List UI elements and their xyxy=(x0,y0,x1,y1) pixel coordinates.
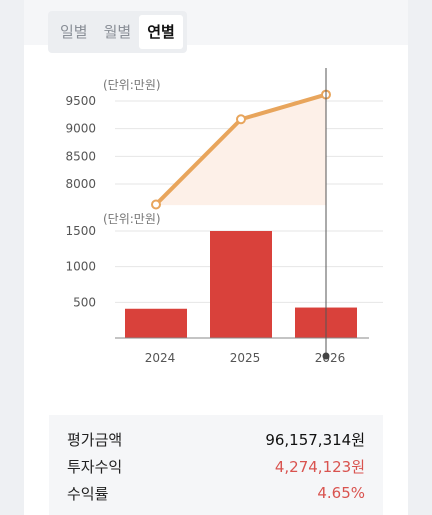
return-rate-label: 수익률 xyxy=(67,484,109,503)
charts-area: (단위:만원) (단위:만원) 8000 8500 9000 9500 500 1000… xyxy=(65,68,383,365)
x-tick-label: 2024 xyxy=(145,351,176,365)
bar-y-tick-label: 1500 xyxy=(65,224,96,238)
bar-2024 xyxy=(125,308,187,338)
bar-unit-label: (단위:만원) xyxy=(103,212,161,226)
bar-y-tick-label: 500 xyxy=(73,295,96,309)
crosshair-dot xyxy=(322,352,330,360)
profit-label: 투자수익 xyxy=(67,457,123,476)
line-point-2024 xyxy=(151,199,161,210)
bar-y-tick-label: 1000 xyxy=(65,260,96,274)
line-y-tick-label: 9000 xyxy=(65,122,96,136)
summary-row-valuation: 평가금액 96,157,314원 xyxy=(67,427,365,451)
summary-panel: 평가금액 96,157,314원 투자수익 4,274,123원 수익률 4.6… xyxy=(49,415,383,515)
tab-daily[interactable]: 일별 xyxy=(60,23,88,41)
summary-row-profit: 투자수익 4,274,123원 xyxy=(67,454,365,478)
summary-row-return: 수익률 4.65% xyxy=(67,481,365,505)
x-tick-label: 2025 xyxy=(230,351,261,365)
period-tabs: 일별 월별 연별 xyxy=(48,11,187,53)
line-y-tick-label: 9500 xyxy=(65,94,96,108)
line-area-fill xyxy=(156,94,326,206)
line-y-tick-label: 8000 xyxy=(65,177,96,191)
line-point-2025 xyxy=(236,114,246,125)
valuation-label: 평가금액 xyxy=(67,430,123,449)
bar-2025 xyxy=(210,231,272,338)
profit-value: 4,274,123원 xyxy=(274,457,365,476)
line-y-tick-label: 8500 xyxy=(65,149,96,163)
tab-monthly[interactable]: 월별 xyxy=(103,23,132,41)
line-unit-label: (단위:만원) xyxy=(103,78,161,92)
valuation-value: 96,157,314원 xyxy=(265,430,365,449)
return-rate-value: 4.65% xyxy=(317,484,365,502)
x-tick-label: 2026 xyxy=(315,351,346,365)
tab-yearly[interactable]: 연별 xyxy=(139,15,183,49)
